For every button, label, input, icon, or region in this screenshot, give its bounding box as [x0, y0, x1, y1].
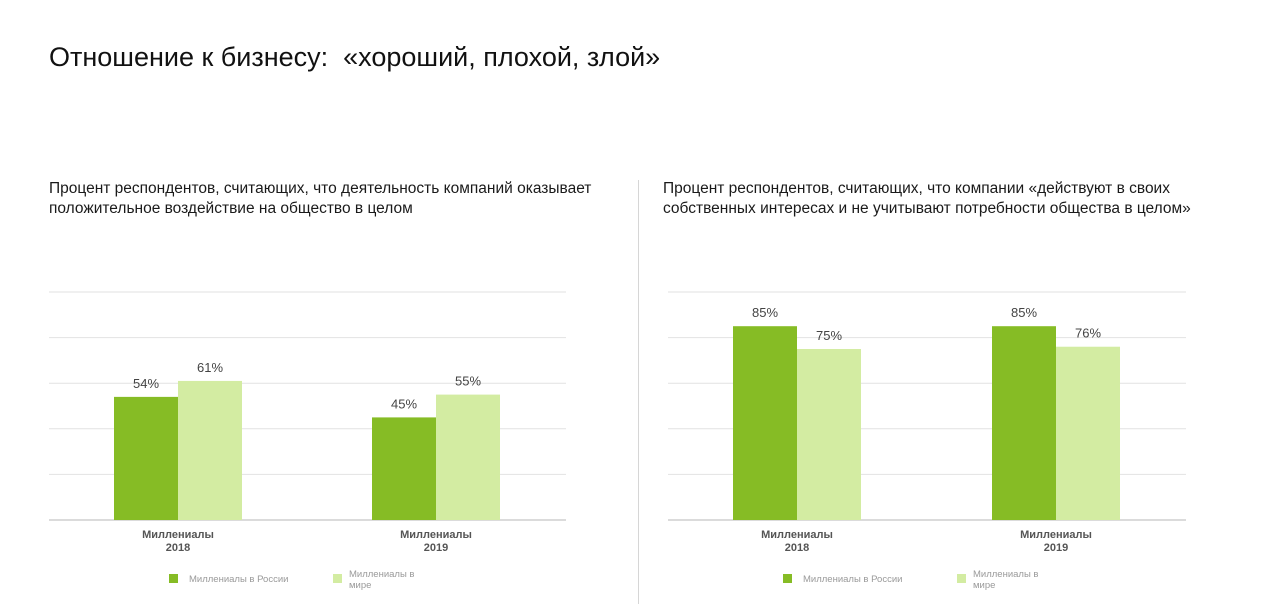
- chart-right-title: Процент респондентов, считающих, что ком…: [663, 180, 1191, 217]
- bar-russia: [114, 396, 178, 520]
- bar-world: [178, 380, 242, 520]
- data-label: 75%: [816, 328, 842, 343]
- category-label: 2018: [785, 542, 809, 554]
- legend-label-russia: Миллениалы в России: [803, 574, 902, 585]
- category-label: 2019: [424, 542, 448, 554]
- bar-world: [1056, 346, 1120, 520]
- bar-russia: [992, 326, 1056, 520]
- page-title: Отношение к бизнесу: «хороший, плохой, з…: [49, 42, 661, 72]
- category-label: Миллениалы: [400, 529, 472, 541]
- legend-label-world: мире: [973, 580, 995, 591]
- legend-swatch-russia: [783, 574, 792, 583]
- bar-world: [436, 394, 500, 520]
- legend-label-world: мире: [349, 580, 371, 591]
- data-label: 85%: [752, 305, 778, 320]
- legend-label-world: Миллениалы в: [349, 569, 414, 580]
- category-label: 2019: [1044, 542, 1068, 554]
- data-label: 76%: [1075, 326, 1101, 341]
- legend-swatch-world: [957, 574, 966, 583]
- legend-swatch-world: [333, 574, 342, 583]
- data-label: 45%: [391, 396, 417, 411]
- data-label: 54%: [133, 376, 159, 391]
- category-label: Миллениалы: [142, 529, 214, 541]
- legend-swatch-russia: [169, 574, 178, 583]
- category-label: Миллениалы: [761, 529, 833, 541]
- bar-russia: [372, 417, 436, 520]
- data-label: 55%: [455, 374, 481, 389]
- chart-left-title: Процент респондентов, считающих, что дея…: [49, 180, 592, 217]
- category-label: 2018: [166, 542, 190, 554]
- data-label: 61%: [197, 360, 223, 375]
- category-label: Миллениалы: [1020, 529, 1092, 541]
- data-label: 85%: [1011, 305, 1037, 320]
- legend-label-russia: Миллениалы в России: [189, 574, 288, 585]
- panel-divider: [638, 180, 639, 604]
- legend-label-world: Миллениалы в: [973, 569, 1038, 580]
- bar-russia: [733, 326, 797, 520]
- bar-world: [797, 349, 861, 520]
